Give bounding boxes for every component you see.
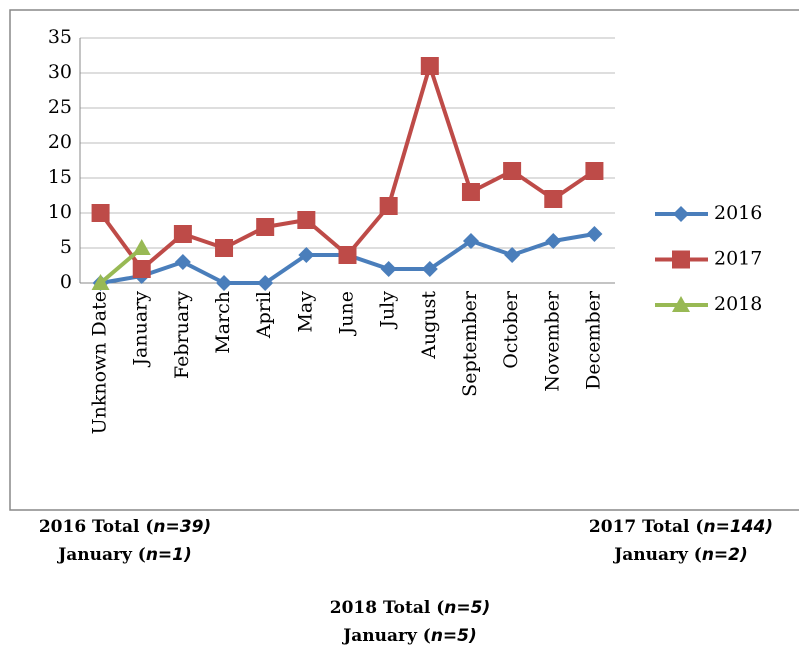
x-tick-label: January	[130, 291, 152, 368]
point	[216, 275, 233, 291]
x-tick-label: Unknown Date	[89, 291, 111, 434]
point	[132, 260, 151, 278]
annotation: January (n=2)	[612, 545, 748, 566]
annotation-text: 2018 Total (	[330, 598, 445, 618]
x-tick-label: September	[459, 290, 481, 397]
y-tick-label: 20	[48, 131, 72, 153]
annotation-count: n=144)	[703, 517, 773, 537]
legend-marker	[673, 206, 689, 222]
point	[298, 247, 315, 263]
y-tick-label: 35	[48, 26, 72, 48]
point	[215, 239, 234, 257]
point	[174, 254, 191, 270]
x-tick-label: March	[212, 291, 234, 354]
x-tick-label: February	[171, 291, 193, 379]
annotation: January (n=5)	[341, 626, 477, 647]
y-tick-label: 30	[48, 61, 72, 83]
point	[420, 57, 439, 75]
annotation: 2018 Total (n=5)	[330, 598, 491, 619]
chart-border	[9, 9, 799, 511]
y-tick-label: 15	[48, 166, 72, 188]
point	[586, 226, 603, 242]
legend-marker	[672, 250, 690, 269]
y-tick-label: 0	[60, 271, 72, 293]
annotation-text: January (	[612, 545, 702, 565]
annotation: 2017 Total (n=144)	[589, 517, 773, 538]
point	[257, 275, 274, 291]
annotation-text: 2017 Total (	[589, 517, 704, 537]
x-tick-label: August	[418, 291, 440, 360]
point	[504, 247, 521, 263]
point	[173, 225, 192, 243]
legend-label: 2017	[714, 248, 762, 270]
annotation-count: n=5)	[431, 626, 477, 646]
y-tick-label: 10	[48, 201, 72, 223]
x-tick-label: December	[582, 290, 604, 390]
legend-label: 2018	[714, 293, 762, 315]
point	[585, 162, 604, 180]
y-tick-label: 25	[48, 96, 72, 118]
annotation-count: n=5)	[444, 598, 490, 618]
annotation: January (n=1)	[56, 545, 192, 566]
x-tick-label: April	[253, 291, 275, 339]
point	[461, 183, 480, 201]
x-tick-label: June	[336, 291, 358, 336]
legend-label: 2016	[714, 202, 762, 224]
y-tick-label: 5	[60, 236, 72, 258]
annotation-count: n=39)	[153, 517, 211, 537]
point	[545, 233, 562, 249]
x-tick-label: July	[377, 291, 399, 330]
point	[338, 246, 357, 264]
annotation: 2016 Total (n=39)	[39, 517, 211, 538]
x-tick-label: May	[294, 291, 316, 333]
x-tick-label: November	[541, 290, 563, 391]
point	[421, 261, 438, 277]
x-tick-label: October	[500, 290, 522, 369]
point	[503, 162, 522, 180]
point	[544, 190, 563, 208]
point	[297, 211, 316, 229]
point	[462, 233, 479, 249]
annotation-text: 2016 Total (	[39, 517, 154, 537]
point	[91, 204, 110, 222]
annotation-text: January (	[56, 545, 146, 565]
point	[91, 274, 110, 290]
point	[380, 261, 397, 277]
legend-marker	[672, 296, 690, 312]
annotation-count: n=2)	[702, 545, 748, 565]
point	[379, 197, 398, 215]
point	[256, 218, 275, 236]
point	[132, 239, 151, 255]
annotation-count: n=1)	[146, 545, 192, 565]
annotation-text: January (	[341, 626, 431, 646]
